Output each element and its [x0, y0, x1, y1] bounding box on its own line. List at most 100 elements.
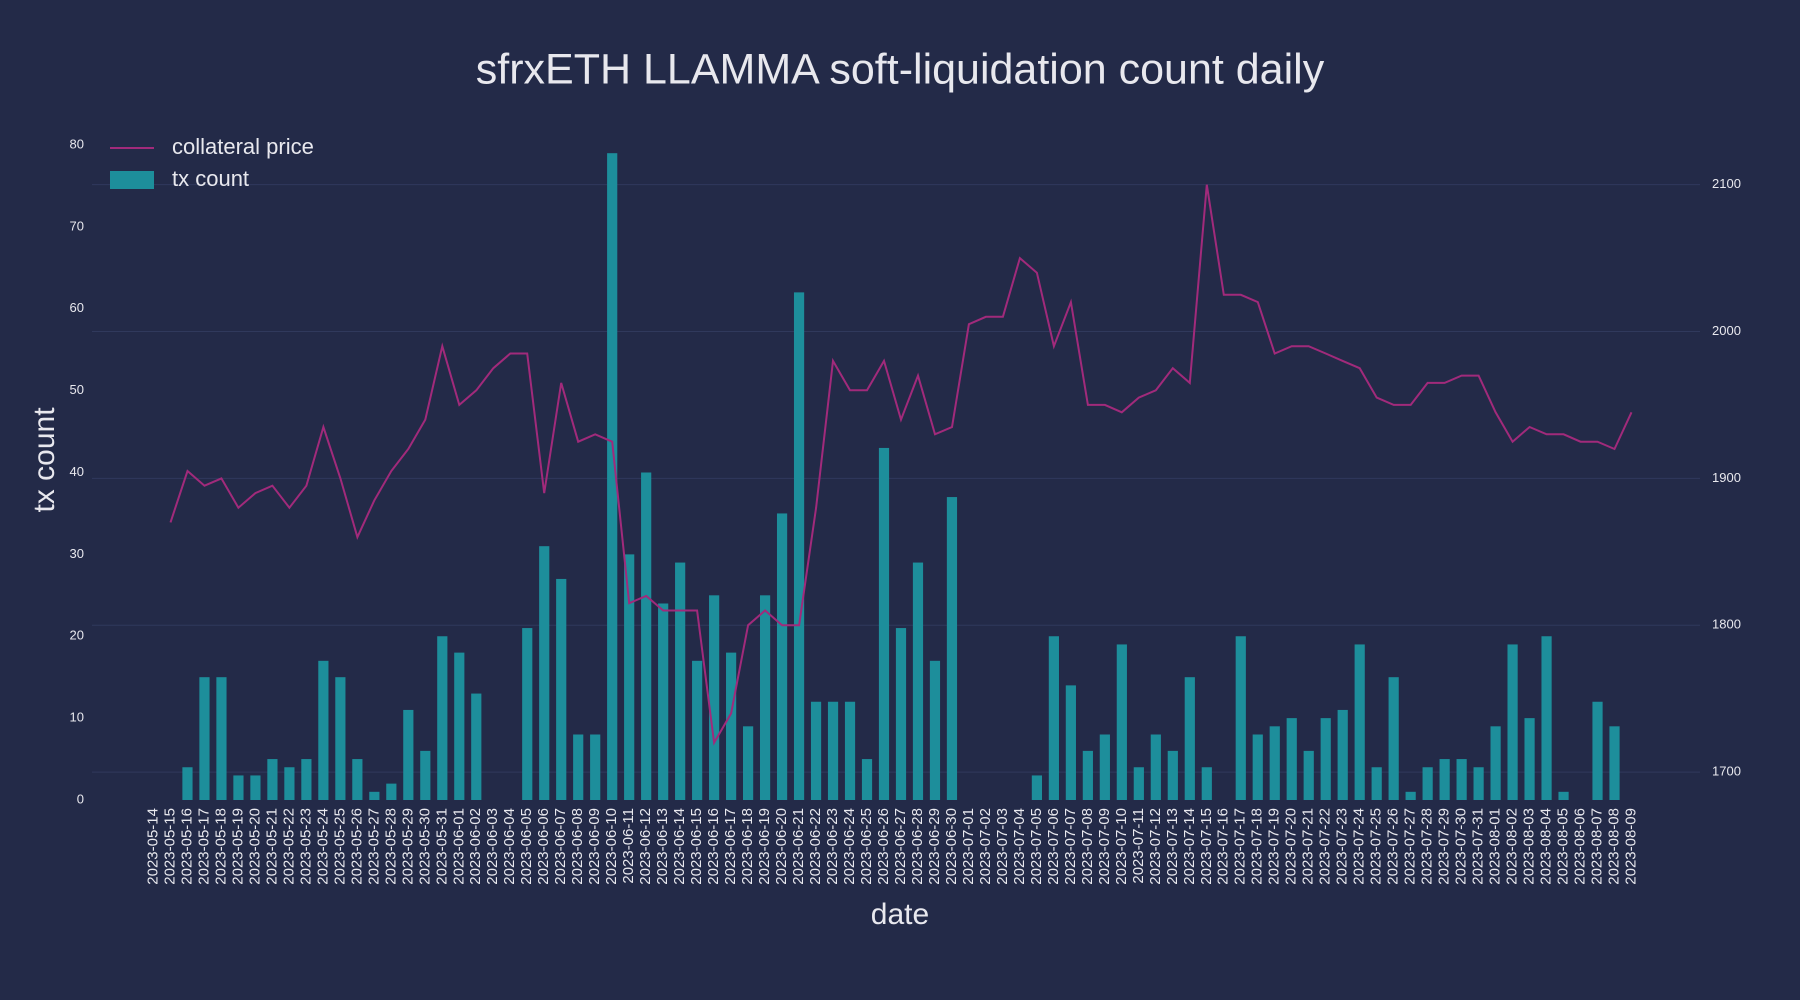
- x-tick-label: 2023-07-02: [977, 808, 994, 885]
- x-tick-label: 2023-06-07: [552, 808, 569, 885]
- y-tick-label: 70: [70, 218, 84, 233]
- bar: [878, 447, 890, 800]
- x-tick-label: 2023-07-07: [1062, 808, 1079, 885]
- x-tick-label: 2023-07-23: [1334, 808, 1351, 885]
- x-tick-label: 2023-06-05: [518, 808, 535, 885]
- bar: [216, 677, 227, 800]
- x-tick-label: 2023-06-11: [620, 808, 637, 884]
- x-tick-label: 2023-05-16: [178, 808, 195, 885]
- x-tick-label: 2023-06-24: [841, 808, 858, 885]
- bar: [1354, 644, 1365, 800]
- x-tick-label: 2023-05-31: [433, 808, 450, 885]
- y-tick-label: 40: [70, 464, 84, 479]
- y-tick-label: 50: [70, 382, 84, 397]
- x-tick-label: 2023-05-20: [246, 808, 263, 885]
- bar: [386, 783, 397, 800]
- x-tick-label: 2023-06-03: [484, 808, 501, 885]
- x-tick-label: 2023-05-28: [382, 808, 399, 885]
- bar: [1048, 636, 1059, 800]
- x-tick-label: 2023-06-26: [875, 808, 892, 885]
- x-tick-label: 2023-05-24: [314, 808, 331, 885]
- x-tick-label: 2023-06-28: [909, 808, 926, 885]
- x-tick-label: 2023-08-06: [1572, 808, 1589, 885]
- x-tick-label: 2023-05-22: [280, 808, 297, 885]
- bar: [692, 660, 703, 800]
- legend-swatch: [110, 171, 154, 189]
- bar: [335, 677, 346, 800]
- x-tick-label: 2023-05-14: [144, 808, 161, 885]
- bar: [1184, 677, 1195, 800]
- bar: [1524, 718, 1535, 800]
- bar: [1541, 636, 1552, 800]
- x-tick-label: 2023-06-18: [739, 808, 756, 885]
- chart-title: sfrxETH LLAMMA soft-liquidation count da…: [476, 45, 1325, 93]
- bar: [1371, 767, 1382, 800]
- x-tick-label: 2023-05-25: [331, 808, 348, 885]
- bar: [1473, 767, 1484, 800]
- x-tick-label: 2023-05-19: [229, 808, 246, 885]
- bar: [1320, 718, 1331, 800]
- legend-label: collateral price: [172, 134, 314, 159]
- x-tick-label: 2023-06-15: [688, 808, 705, 885]
- x-tick-label: 2023-07-05: [1028, 808, 1045, 885]
- x-tick-label: 2023-06-14: [671, 808, 688, 885]
- x-tick-label: 2023-06-29: [926, 808, 943, 885]
- bar: [556, 578, 567, 800]
- bar: [641, 472, 652, 800]
- bar: [403, 709, 414, 800]
- y-tick-label: 10: [70, 710, 84, 725]
- x-tick-label: 2023-06-06: [535, 808, 552, 885]
- x-tick-label: 2023-06-01: [450, 808, 467, 885]
- bar: [624, 554, 635, 800]
- x-tick-label: 2023-07-30: [1453, 808, 1470, 885]
- bar: [844, 701, 856, 800]
- bar: [437, 636, 448, 800]
- x-tick-label: 2023-08-05: [1555, 808, 1572, 885]
- bar: [1286, 718, 1297, 800]
- x-tick-label: 2023-08-07: [1588, 808, 1605, 885]
- y2-tick-label: 1700: [1712, 764, 1741, 779]
- bar: [1150, 734, 1161, 800]
- x-tick-label: 2023-07-06: [1045, 808, 1062, 885]
- bar: [1269, 726, 1280, 800]
- bar: [250, 775, 261, 800]
- x-tick-label: 2023-05-23: [297, 808, 314, 885]
- bar: [369, 791, 380, 800]
- bar: [1422, 767, 1433, 800]
- x-tick-label: 2023-06-25: [858, 808, 875, 885]
- x-tick-label: 2023-07-01: [960, 808, 977, 885]
- bar: [810, 701, 822, 800]
- bar: [827, 701, 839, 800]
- bar: [1116, 644, 1127, 800]
- bar: [539, 546, 550, 800]
- x-tick-label: 2023-07-22: [1317, 808, 1334, 885]
- bar: [1133, 767, 1144, 800]
- y2-tick-label: 1800: [1712, 617, 1741, 632]
- x-tick-label: 2023-07-13: [1164, 808, 1181, 885]
- bar: [912, 562, 924, 800]
- x-tick-label: 2023-07-08: [1079, 808, 1096, 885]
- bar: [301, 759, 312, 800]
- bar: [1439, 759, 1450, 800]
- x-tick-label: 2023-08-01: [1487, 808, 1504, 885]
- x-tick-label: 2023-07-12: [1147, 808, 1164, 885]
- x-tick-label: 2023-05-18: [212, 808, 229, 885]
- bar: [759, 595, 771, 800]
- bar: [929, 660, 941, 800]
- x-tick-label: 2023-05-15: [161, 808, 178, 885]
- bar: [1507, 644, 1518, 800]
- x-tick-label: 2023-06-17: [722, 808, 739, 885]
- price-line: [169, 184, 1633, 746]
- x-tick-label: 2023-05-26: [348, 808, 365, 885]
- bar: [776, 513, 788, 800]
- bar: [1405, 791, 1416, 800]
- bar: [743, 726, 754, 800]
- bar: [726, 652, 737, 800]
- bar: [284, 767, 295, 800]
- x-tick-label: 2023-08-04: [1538, 808, 1555, 885]
- bar: [1592, 701, 1603, 800]
- y-tick-label: 30: [70, 546, 84, 561]
- x-tick-label: 2023-07-14: [1181, 808, 1198, 885]
